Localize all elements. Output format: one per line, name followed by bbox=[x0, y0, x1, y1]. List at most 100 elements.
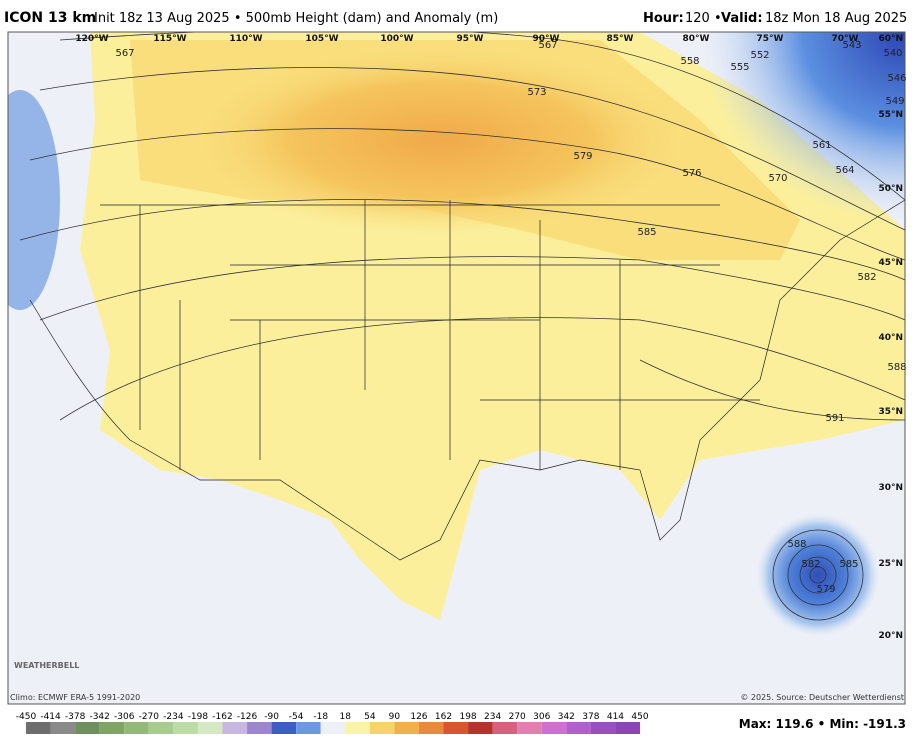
colorbar-swatch bbox=[148, 722, 174, 734]
colorbar-swatch bbox=[197, 722, 223, 734]
colorbar-tick-label: -90 bbox=[264, 712, 279, 722]
longitude-label: 105°W bbox=[305, 34, 338, 44]
colorbar-swatch bbox=[99, 722, 125, 734]
longitude-label: 100°W bbox=[380, 34, 413, 44]
colorbar-tick-label: -414 bbox=[40, 712, 61, 722]
colorbar-tick-label: 18 bbox=[340, 712, 352, 722]
colorbar-swatch bbox=[50, 722, 76, 734]
colorbar-tick-label: 54 bbox=[364, 712, 376, 722]
colorbar-swatch bbox=[492, 722, 518, 734]
hour-value: 120 • bbox=[685, 11, 722, 26]
colorbar-tick-label: 90 bbox=[389, 712, 401, 722]
contour-label: 588 bbox=[887, 362, 906, 373]
valid-label: Valid: bbox=[721, 11, 763, 26]
colorbar-tick-label: -270 bbox=[139, 712, 160, 722]
colorbar-swatch bbox=[541, 722, 567, 734]
map-labels: 120°W 115°W 110°W 105°W 100°W 95°W 90°W 85°W 80°… bbox=[75, 34, 906, 641]
colorbar-tick-label: 162 bbox=[435, 712, 452, 722]
longitude-label: 110°W bbox=[229, 34, 262, 44]
contour-label: 564 bbox=[835, 165, 854, 176]
latitude-label: 60°N bbox=[878, 34, 903, 44]
colorbar-swatch bbox=[345, 722, 370, 734]
contour-label: 558 bbox=[680, 56, 699, 67]
longitude-label: 120°W bbox=[75, 34, 108, 44]
latitude-label: 35°N bbox=[878, 407, 903, 417]
longitude-label: 85°W bbox=[607, 34, 634, 44]
longitude-label: 115°W bbox=[153, 34, 186, 44]
colorbar: -450 -414 -378 -342 -306 -270 -234 -198 -162 -126… bbox=[16, 712, 649, 734]
contour-label: 573 bbox=[527, 87, 546, 98]
longitude-label: 70°W bbox=[832, 34, 859, 44]
contour-label: 576 bbox=[682, 168, 701, 179]
contour-label: 546 bbox=[887, 73, 906, 84]
colorbar-tick-label: 414 bbox=[607, 712, 624, 722]
colorbar-tick-label: -126 bbox=[237, 712, 258, 722]
colorbar-swatch bbox=[247, 722, 272, 734]
contour-label: 567 bbox=[115, 48, 134, 59]
colorbar-tick-label: -198 bbox=[188, 712, 209, 722]
colorbar-tick-label: -378 bbox=[65, 712, 86, 722]
contour-label: 591 bbox=[825, 413, 844, 424]
colorbar-swatch bbox=[296, 722, 321, 734]
colorbar-swatch bbox=[26, 722, 51, 734]
contour-label: 585 bbox=[839, 559, 858, 570]
colorbar-swatch bbox=[418, 722, 444, 734]
contour-label: 570 bbox=[768, 173, 787, 184]
contour-label: 567 bbox=[538, 40, 557, 51]
colorbar-tick-label: -450 bbox=[16, 712, 37, 722]
colorbar-swatch bbox=[173, 722, 198, 734]
contour-label: 555 bbox=[730, 62, 749, 73]
colorbar-tick-label: 306 bbox=[533, 712, 550, 722]
colorbar-swatch bbox=[443, 722, 469, 734]
stats: Max: 119.6 • Min: -191.3 bbox=[739, 717, 906, 731]
colorbar-swatch bbox=[517, 722, 542, 734]
climo-note: Climo: ECMWF ERA-5 1991-2020 bbox=[10, 693, 140, 702]
longitude-label: 75°W bbox=[757, 34, 784, 44]
colorbar-swatch bbox=[394, 722, 419, 734]
source-note: © 2025. Source: Deutscher Wetterdienst bbox=[740, 693, 904, 702]
colorbar-tick-label: 234 bbox=[484, 712, 501, 722]
colorbar-tick-label: 270 bbox=[509, 712, 526, 722]
latitude-label: 30°N bbox=[878, 483, 903, 493]
colorbar-tick-label: 198 bbox=[459, 712, 476, 722]
latitude-label: 20°N bbox=[878, 631, 903, 641]
contour-label: 582 bbox=[801, 559, 820, 570]
colorbar-swatch bbox=[75, 722, 100, 734]
hour-label: Hour: bbox=[643, 11, 684, 26]
contour-label: 561 bbox=[812, 140, 831, 151]
contour-label: 579 bbox=[573, 151, 592, 162]
colorbar-swatch bbox=[468, 722, 493, 734]
contour-label: 582 bbox=[857, 272, 876, 283]
colorbar-tick-label: 126 bbox=[410, 712, 427, 722]
model-name: ICON 13 km bbox=[4, 10, 96, 26]
colorbar-swatch bbox=[320, 722, 346, 734]
colorbar-swatch bbox=[271, 722, 297, 734]
colorbar-swatch bbox=[222, 722, 248, 734]
contour-label: 540 bbox=[883, 48, 902, 59]
colorbar-swatch bbox=[590, 722, 616, 734]
colorbar-tick-label: -306 bbox=[114, 712, 135, 722]
contour-label: 585 bbox=[637, 227, 656, 238]
contour-label: 549 bbox=[885, 96, 904, 107]
colorbar-swatch bbox=[369, 722, 395, 734]
colorbar-tick-label: -18 bbox=[313, 712, 328, 722]
logo: WEATHERBELL bbox=[14, 661, 79, 670]
valid-value: 18z Mon 18 Aug 2025 bbox=[765, 11, 907, 26]
longitude-label: 80°W bbox=[683, 34, 710, 44]
colorbar-tick-label: 378 bbox=[582, 712, 599, 722]
colorbar-swatch bbox=[124, 722, 149, 734]
contour-label: 579 bbox=[816, 584, 835, 595]
latitude-label: 40°N bbox=[878, 333, 903, 343]
colorbar-swatch bbox=[615, 722, 640, 734]
colorbar-tick-label: -162 bbox=[212, 712, 232, 722]
contour-label: 552 bbox=[750, 50, 769, 61]
colorbar-swatch bbox=[566, 722, 591, 734]
description: Init 18z 13 Aug 2025 • 500mb Height (dam… bbox=[94, 11, 498, 26]
colorbar-tick-label: -54 bbox=[289, 712, 304, 722]
map-frame bbox=[7, 31, 906, 705]
latitude-label: 25°N bbox=[878, 559, 903, 569]
longitude-label: 90°W bbox=[533, 34, 560, 44]
map bbox=[8, 32, 905, 704]
latitude-label: 50°N bbox=[878, 184, 903, 194]
